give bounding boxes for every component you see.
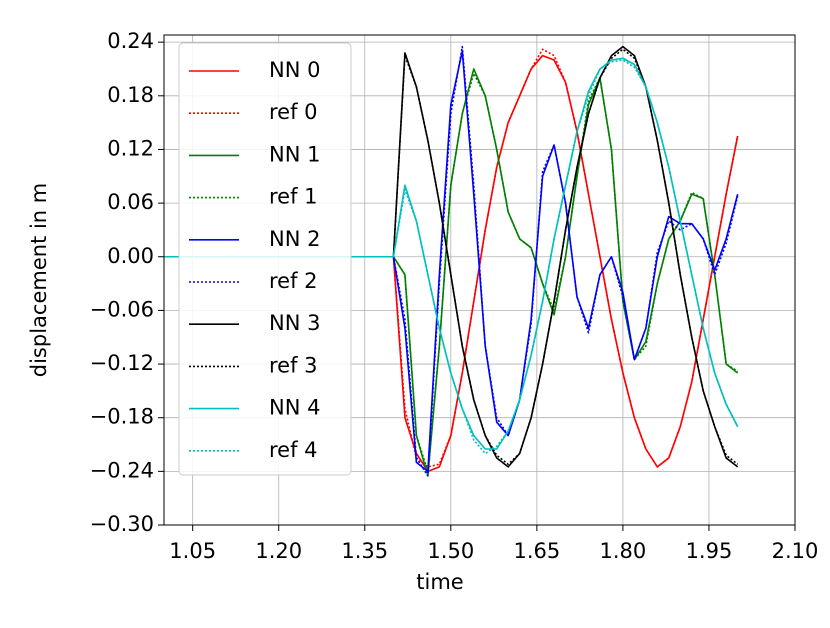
y-tick-label: 0.06: [107, 190, 154, 214]
y-tick-label: 0.24: [107, 29, 154, 53]
legend-label: ref 0: [269, 100, 318, 124]
data-line: [164, 48, 739, 468]
y-tick-label: 0.12: [107, 136, 154, 160]
legend-label: NN 0: [269, 58, 320, 82]
legend-frame: [178, 42, 352, 476]
data-line: [164, 72, 739, 473]
legend: NN 0 ref 0 NN 1 ref 1 NN 2 ref 2 NN 3 ref 3 NN 4…: [178, 42, 352, 476]
y-tick-label: −0.12: [90, 351, 154, 375]
x-tick-label: 1.80: [600, 539, 647, 563]
x-tick-label: 2.10: [772, 539, 819, 563]
y-tick-label: −0.30: [90, 512, 154, 536]
x-axis-label: time: [416, 570, 463, 594]
legend-label: ref 1: [269, 185, 318, 209]
legend-label: ref 2: [269, 269, 318, 293]
legend-label: ref 3: [269, 353, 318, 377]
y-axis-label: displacement in m: [27, 183, 51, 377]
x-tick-label: 1.05: [169, 539, 216, 563]
y-tick-label: −0.24: [90, 458, 154, 482]
x-tick-label: 1.20: [255, 539, 302, 563]
x-tick-label: 1.35: [341, 539, 388, 563]
x-tick-label: 1.65: [513, 539, 560, 563]
legend-label: NN 1: [269, 142, 320, 166]
axes-frame: [163, 34, 796, 526]
legend-label: NN 4: [269, 396, 320, 420]
legend-label: ref 4: [269, 438, 318, 462]
x-tick-label: 1.50: [427, 539, 474, 563]
legend-label: NN 3: [269, 311, 320, 335]
legend-label: NN 2: [269, 227, 320, 251]
data-line: [164, 59, 739, 455]
y-tick-label: 0.00: [107, 244, 154, 268]
y-tick-label: −0.06: [90, 297, 154, 321]
y-tick-label: −0.18: [90, 405, 154, 429]
y-tick-label: 0.18: [107, 83, 154, 107]
data-line: [164, 45, 739, 477]
x-tick-label: 1.95: [686, 539, 733, 563]
